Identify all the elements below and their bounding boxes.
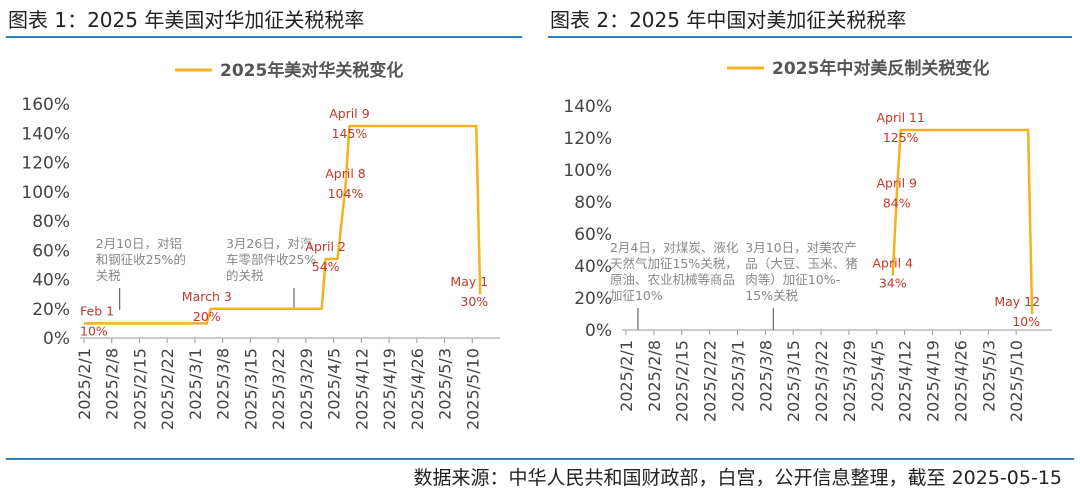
note-text: 2月4日，对煤炭、液化	[610, 240, 739, 255]
x-tick-label: 2025/3/15	[784, 340, 803, 422]
x-tick-label: 2025/5/3	[979, 340, 998, 412]
source-note: 数据来源：中华人民共和国财政部，白宫，公开信息整理，截至 2025-05-15	[413, 467, 1062, 489]
data-label-value: 20%	[193, 309, 221, 324]
x-tick-label: 2025/4/19	[380, 348, 399, 430]
figure-2-title: 图表 2：2025 年中国对美加征关税税率	[550, 8, 907, 32]
data-label-name: Feb 1	[80, 303, 114, 318]
figure-1: 图表 1：2025 年美国对华加征关税税率 2025年美对华关税变化 0% 20% 4…	[0, 0, 530, 460]
x-tick-label: 2025/4/5	[325, 348, 344, 420]
data-label-value: 145%	[332, 126, 368, 141]
y-tick-label: 0%	[585, 321, 612, 341]
note-text: 原油、农业机械等商品	[610, 272, 735, 287]
y-tick-label: 0%	[43, 329, 70, 349]
data-label-value: 10%	[80, 323, 108, 338]
series-line	[84, 124, 482, 325]
legend-label: 2025年美对华关税变化	[220, 60, 403, 81]
x-tick-label: 2025/3/29	[297, 348, 316, 430]
y-tick-label: 80%	[32, 212, 70, 232]
x-tick-label: 2025/4/5	[868, 340, 887, 412]
figure-2: 图表 2：2025 年中国对美加征关税税率 2025年中对美反制关税变化 0% 20…	[542, 0, 1080, 460]
note-text: 关税	[96, 268, 122, 283]
x-tick-label: 2025/2/22	[158, 348, 177, 430]
data-label-value: 34%	[879, 276, 907, 291]
y-tick-label: 100%	[21, 183, 70, 203]
x-tick-label: 2025/3/15	[241, 348, 260, 430]
x-tick-label: 2025/3/8	[756, 340, 775, 412]
y-tick-label: 120%	[21, 154, 70, 174]
data-label-name: March 3	[182, 289, 232, 304]
x-tick-label: 2025/4/12	[896, 340, 915, 422]
x-tick-label: 2025/2/15	[673, 340, 692, 422]
x-tick-label: 2025/2/15	[130, 348, 149, 430]
x-tick-label: 2025/5/10	[463, 348, 482, 430]
data-label-name: April 2	[305, 239, 346, 254]
note-text: 加征10%	[610, 288, 663, 303]
y-tick-label: 140%	[563, 97, 612, 117]
y-tick-label: 80%	[574, 193, 612, 213]
x-tick-label: 2025/3/8	[214, 348, 233, 420]
data-label-value: 125%	[883, 130, 919, 145]
figure-2-title-rule	[548, 36, 1072, 38]
x-tick-label: 2025/2/8	[645, 340, 664, 412]
y-tick-label: 160%	[21, 95, 70, 115]
note-text: 2月10日，对铝	[96, 236, 182, 251]
x-tick-label: 2025/3/1	[728, 340, 747, 412]
data-label-name: April 4	[872, 256, 913, 271]
x-tick-label: 2025/2/8	[103, 348, 122, 420]
data-label-name: May 12	[994, 294, 1040, 309]
x-tick-label: 2025/4/19	[924, 340, 943, 422]
x-tick-label: 2025/4/12	[352, 348, 371, 430]
x-tick-label: 2025/4/26	[951, 340, 970, 422]
data-label-value: 54%	[312, 259, 340, 274]
x-tick-label: 2025/2/1	[617, 340, 636, 412]
data-label-name: April 9	[876, 176, 917, 191]
y-tick-label: 140%	[21, 124, 70, 144]
note-text: 15%关税	[745, 288, 798, 303]
y-tick-label: 120%	[563, 129, 612, 149]
y-tick-label: 40%	[32, 271, 70, 291]
x-tick-label: 2025/3/22	[812, 340, 831, 422]
y-tick-label: 40%	[574, 257, 612, 277]
figure-1-title-rule	[6, 36, 522, 38]
data-label-value: 30%	[460, 294, 488, 309]
note-text: 品（大豆、玉米、猪	[745, 256, 858, 271]
note-text: 3月10日，对美农产	[745, 240, 856, 255]
bottom-rule	[6, 458, 1074, 460]
y-tick-label: 20%	[574, 289, 612, 309]
y-tick-label: 100%	[563, 161, 612, 181]
note-text: 3月26日，对汽	[226, 236, 313, 251]
note-text: 的关税	[226, 268, 264, 283]
x-tick-label: 2025/3/29	[840, 340, 859, 422]
data-label-name: April 8	[325, 166, 366, 181]
data-label-name: April 9	[329, 106, 370, 121]
x-tick-label: 2025/3/1	[186, 348, 205, 420]
data-label-value: 84%	[883, 196, 911, 211]
x-tick-label: 2025/4/26	[408, 348, 427, 430]
note-text: 肉等）加征10%-	[745, 272, 840, 287]
x-tick-label: 2025/2/1	[75, 348, 94, 420]
note-text: 天然气加征15%关税，	[610, 256, 738, 271]
x-tick-label: 2025/5/10	[1007, 340, 1026, 422]
y-tick-label: 60%	[574, 225, 612, 245]
y-tick-label: 20%	[32, 300, 70, 320]
legend-label: 2025年中对美反制关税变化	[772, 58, 989, 79]
note-text: 车零部件收25%	[226, 252, 316, 267]
note-text: 和钢征收25%的	[96, 252, 186, 267]
us-tariff-chart: 2025年美对华关税变化 0% 20% 40% 60% 80% 100% 120% 140% 16…	[21, 60, 500, 430]
figure-1-title: 图表 1：2025 年美国对华加征关税税率	[8, 8, 365, 32]
y-tick-label: 60%	[32, 241, 70, 261]
data-label-value: 10%	[1012, 314, 1040, 329]
data-label-value: 104%	[328, 186, 364, 201]
china-tariff-chart: 2025年中对美反制关税变化 0% 20% 40% 60% 80% 100% 120% 140%…	[563, 58, 1052, 422]
data-label-name: May 1	[450, 274, 488, 289]
series-line	[891, 128, 1034, 315]
x-tick-label: 2025/5/3	[436, 348, 455, 420]
data-label-name: April 11	[876, 110, 924, 125]
x-tick-label: 2025/2/22	[701, 340, 720, 422]
x-tick-label: 2025/3/22	[269, 348, 288, 430]
